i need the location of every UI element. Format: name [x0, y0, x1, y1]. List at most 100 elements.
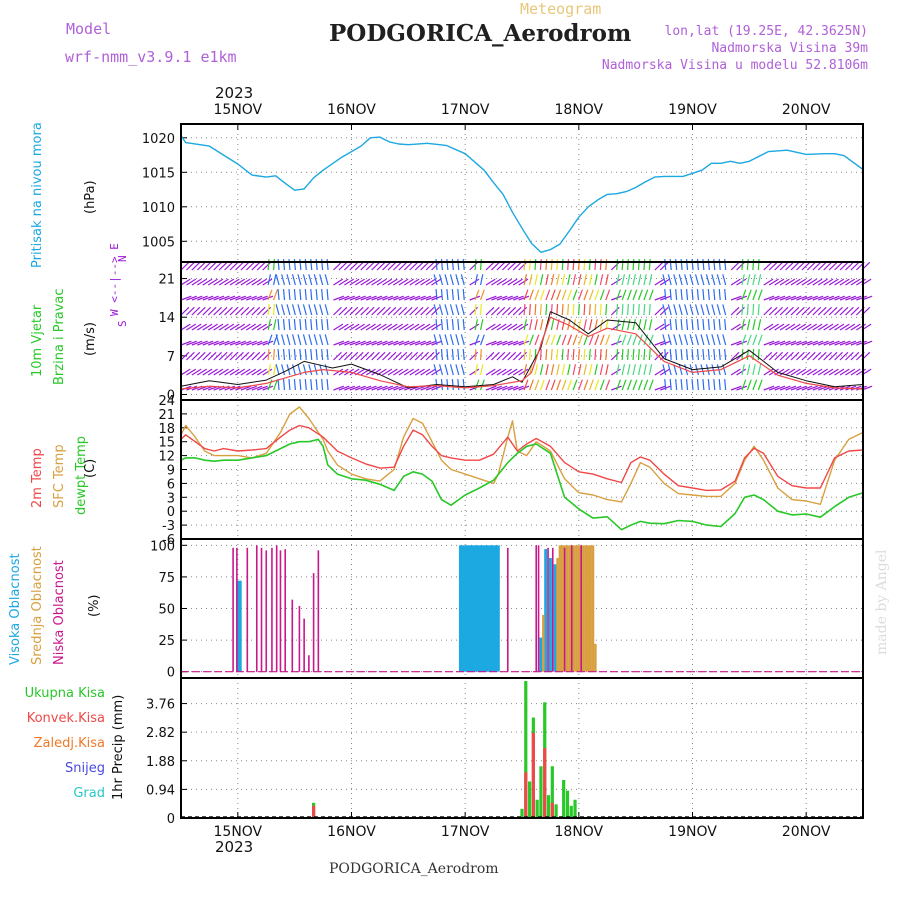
wind-barb-554: [512, 306, 522, 316]
wind-barb-400: [420, 323, 431, 331]
wind-barb-850: [691, 318, 694, 331]
wind-barb-718: [610, 278, 621, 286]
wind-barb-447: [446, 288, 449, 301]
wind-barb-404: [420, 261, 429, 271]
wind-barb-825: [675, 288, 678, 301]
wind-barb-627: [556, 289, 562, 301]
wind-barb-942: [746, 289, 752, 301]
wind-barb-852: [691, 288, 694, 301]
wind-barb-664: [578, 274, 582, 286]
wind-barb-501: [479, 289, 485, 301]
wind-barb-1012: [790, 323, 801, 331]
wind-barb-533: [501, 351, 511, 361]
wind-barb-514: [491, 368, 502, 376]
wind-barb-425: [435, 348, 438, 361]
wind-barb-632: [561, 348, 564, 361]
wind-barb-1003: [785, 323, 796, 331]
cloud-bar-2-15: [317, 550, 320, 672]
wind-barb-603: [545, 379, 551, 391]
wind-barb-1104: [845, 295, 857, 301]
wind-barb-580: [528, 319, 533, 331]
wind-barb-241: [319, 274, 324, 286]
wind-barb-1088: [834, 261, 843, 271]
wind-barb-930: [741, 334, 747, 346]
wind-barb-987: [774, 295, 786, 301]
wind-barb-762: [637, 289, 643, 301]
wind-barb-257: [333, 306, 342, 316]
wind-barb-111: [246, 340, 257, 346]
wind-barb-658: [578, 364, 582, 376]
wind-barb-1076: [828, 306, 838, 316]
precip-bar-1-1: [524, 772, 528, 818]
wind-barb-1074: [828, 340, 840, 346]
wind-barb-744: [627, 289, 632, 301]
wind-barb-266: [338, 306, 348, 316]
wind-barb-879: [707, 288, 710, 301]
wind-barb-1072: [828, 368, 839, 376]
wind-barb-1047: [812, 340, 824, 346]
wind-barb-282: [349, 340, 361, 346]
wind-barb-1069: [823, 278, 834, 286]
wind-barb-53: [207, 261, 217, 271]
wind-barb-25: [191, 278, 202, 286]
wind-barb-740: [627, 348, 629, 361]
wind-barb-60: [213, 295, 225, 301]
cloud-bar-0-22: [553, 564, 557, 672]
cloud-bar-2-18: [537, 545, 540, 672]
wind-barb-227: [315, 348, 318, 361]
wind-barb-100: [240, 368, 251, 376]
wind-barb-873: [707, 378, 710, 391]
wind-barb-611: [545, 258, 548, 271]
wind-barb-146: [267, 348, 270, 361]
precip-bar-0-14: [573, 799, 577, 818]
wind-barb-960: [757, 289, 763, 301]
wind-barb-1077: [828, 295, 840, 301]
wind-barb-461: [457, 348, 460, 361]
wind-barb-67: [218, 323, 229, 331]
wind-barb-623: [556, 348, 559, 361]
wind-barb-817: [667, 274, 672, 286]
wind-barb-1085: [834, 306, 843, 316]
wind-barb-657: [578, 379, 583, 391]
wind-barb-751: [632, 319, 636, 331]
wind-barb-260: [333, 261, 342, 271]
wind-barb-22: [191, 323, 202, 331]
wind-barb-1043: [806, 261, 816, 271]
wind-barb-802: [662, 364, 667, 376]
wind-barb-371: [403, 351, 413, 361]
wind-barb-155: [272, 348, 275, 361]
wind-barb-787: [654, 323, 665, 331]
wind-barb-453: [449, 334, 454, 346]
wind-barb-855: [696, 378, 700, 391]
wind-barb-1068: [823, 295, 835, 301]
cloud-bar-0-9: [475, 545, 479, 672]
precip-bar-0-13: [569, 805, 573, 818]
wind-barb-1106: [845, 261, 854, 271]
cloud-bar-0-17: [494, 545, 498, 672]
wind-barb-716: [610, 306, 620, 316]
wind-barb-12: [186, 340, 197, 346]
wind-barb-276: [344, 295, 355, 301]
wind-barb-381: [409, 340, 421, 346]
wind-barb-719: [610, 261, 620, 271]
wind-barb-129: [257, 340, 268, 346]
wind-barb-1016: [790, 261, 800, 271]
wind-barb-732: [621, 334, 627, 346]
wind-barb-996: [779, 295, 791, 301]
wind-barb-30: [197, 340, 208, 346]
wind-barb-885: [711, 334, 716, 346]
wind-barb-444: [444, 334, 449, 346]
wind-barb-187: [286, 274, 291, 286]
wind-barb-385: [409, 278, 420, 286]
wind-barb-211: [304, 318, 307, 331]
wind-barb-119: [251, 351, 261, 361]
wind-barb-826: [673, 274, 678, 286]
wind-barb-713: [610, 351, 620, 361]
wind-barb-464: [455, 304, 460, 316]
cloud-bar-0-15: [489, 545, 493, 672]
wind-barb-407: [425, 351, 435, 361]
wind-barb-431: [435, 258, 438, 271]
wind-barb-665: [577, 258, 580, 271]
wind-barb-672: [583, 289, 589, 301]
